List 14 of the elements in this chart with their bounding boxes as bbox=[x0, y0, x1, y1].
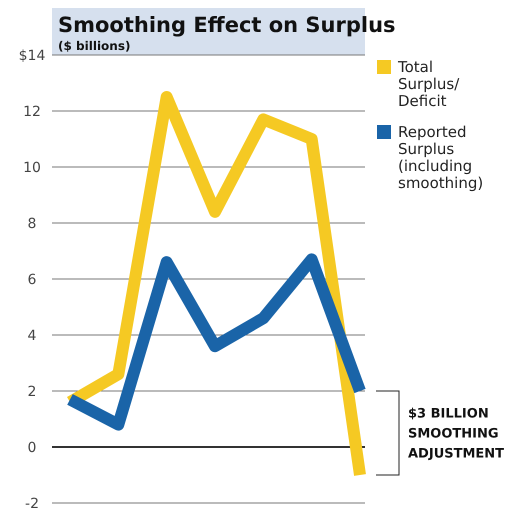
chart-subtitle: ($ billions) bbox=[58, 39, 130, 53]
text: $3 BILLION SMOOTHING ADJUSTMENT bbox=[408, 406, 504, 462]
y-tick-label: 10 bbox=[23, 160, 41, 176]
chart-title: Smoothing Effect on Surplus bbox=[58, 13, 396, 37]
y-tick-label: 6 bbox=[28, 272, 37, 288]
legend-label: Total Surplus/ Deficit bbox=[397, 58, 460, 110]
y-tick-label: 0 bbox=[28, 440, 36, 456]
y-tick-label: 2 bbox=[28, 384, 36, 400]
legend-label: Reported Surplus (including smoothing) bbox=[398, 123, 484, 192]
y-tick-label: 8 bbox=[28, 216, 36, 232]
y-tick-label: $14 bbox=[18, 48, 46, 64]
y-tick-label: 4 bbox=[28, 328, 37, 344]
y-tick-label: 12 bbox=[23, 104, 41, 120]
y-tick-label: -2 bbox=[25, 496, 39, 508]
